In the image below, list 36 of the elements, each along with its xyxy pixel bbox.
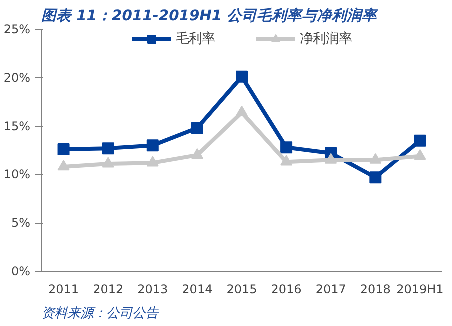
x-tick-label: 2017 [316,282,346,296]
x-tick-label: 2015 [226,282,258,296]
point [236,70,248,83]
y-tick-label: 0% [11,264,31,278]
point [191,148,204,160]
point [146,156,159,167]
legend-label: 毛利率 [176,30,215,48]
text: 资料来源：公司公告 [42,306,160,322]
x-tick-label: 2014 [182,282,213,296]
chart-title: 图表 11：2011-2019H1 公司毛利率与净利润率 [42,8,380,24]
point [146,140,159,152]
y-tick-label: 5% [11,216,31,230]
point [414,149,426,160]
point [58,144,70,156]
point [370,172,382,184]
point [102,142,114,155]
y-tick-label: 15% [4,119,30,134]
point [414,134,426,147]
y-tick-label: 20% [4,70,30,85]
x-tick-label: 2013 [138,282,168,296]
point [191,122,204,134]
legend-label: 净利润率 [300,30,352,48]
point [280,142,293,154]
x-tick-label: 2018 [360,282,391,296]
point [325,153,338,164]
x-tick-label: 2016 [271,282,302,296]
y-tick-label: 10% [4,168,30,182]
point [58,160,70,171]
point [280,155,293,166]
x-tick-label: 2011 [48,282,80,296]
x-tick-label: 2012 [93,282,124,296]
x-tick-label: 2019H1 [396,282,444,296]
y-tick-label: 25% [4,22,30,36]
point [236,106,248,116]
point [370,153,382,164]
point [102,157,114,168]
